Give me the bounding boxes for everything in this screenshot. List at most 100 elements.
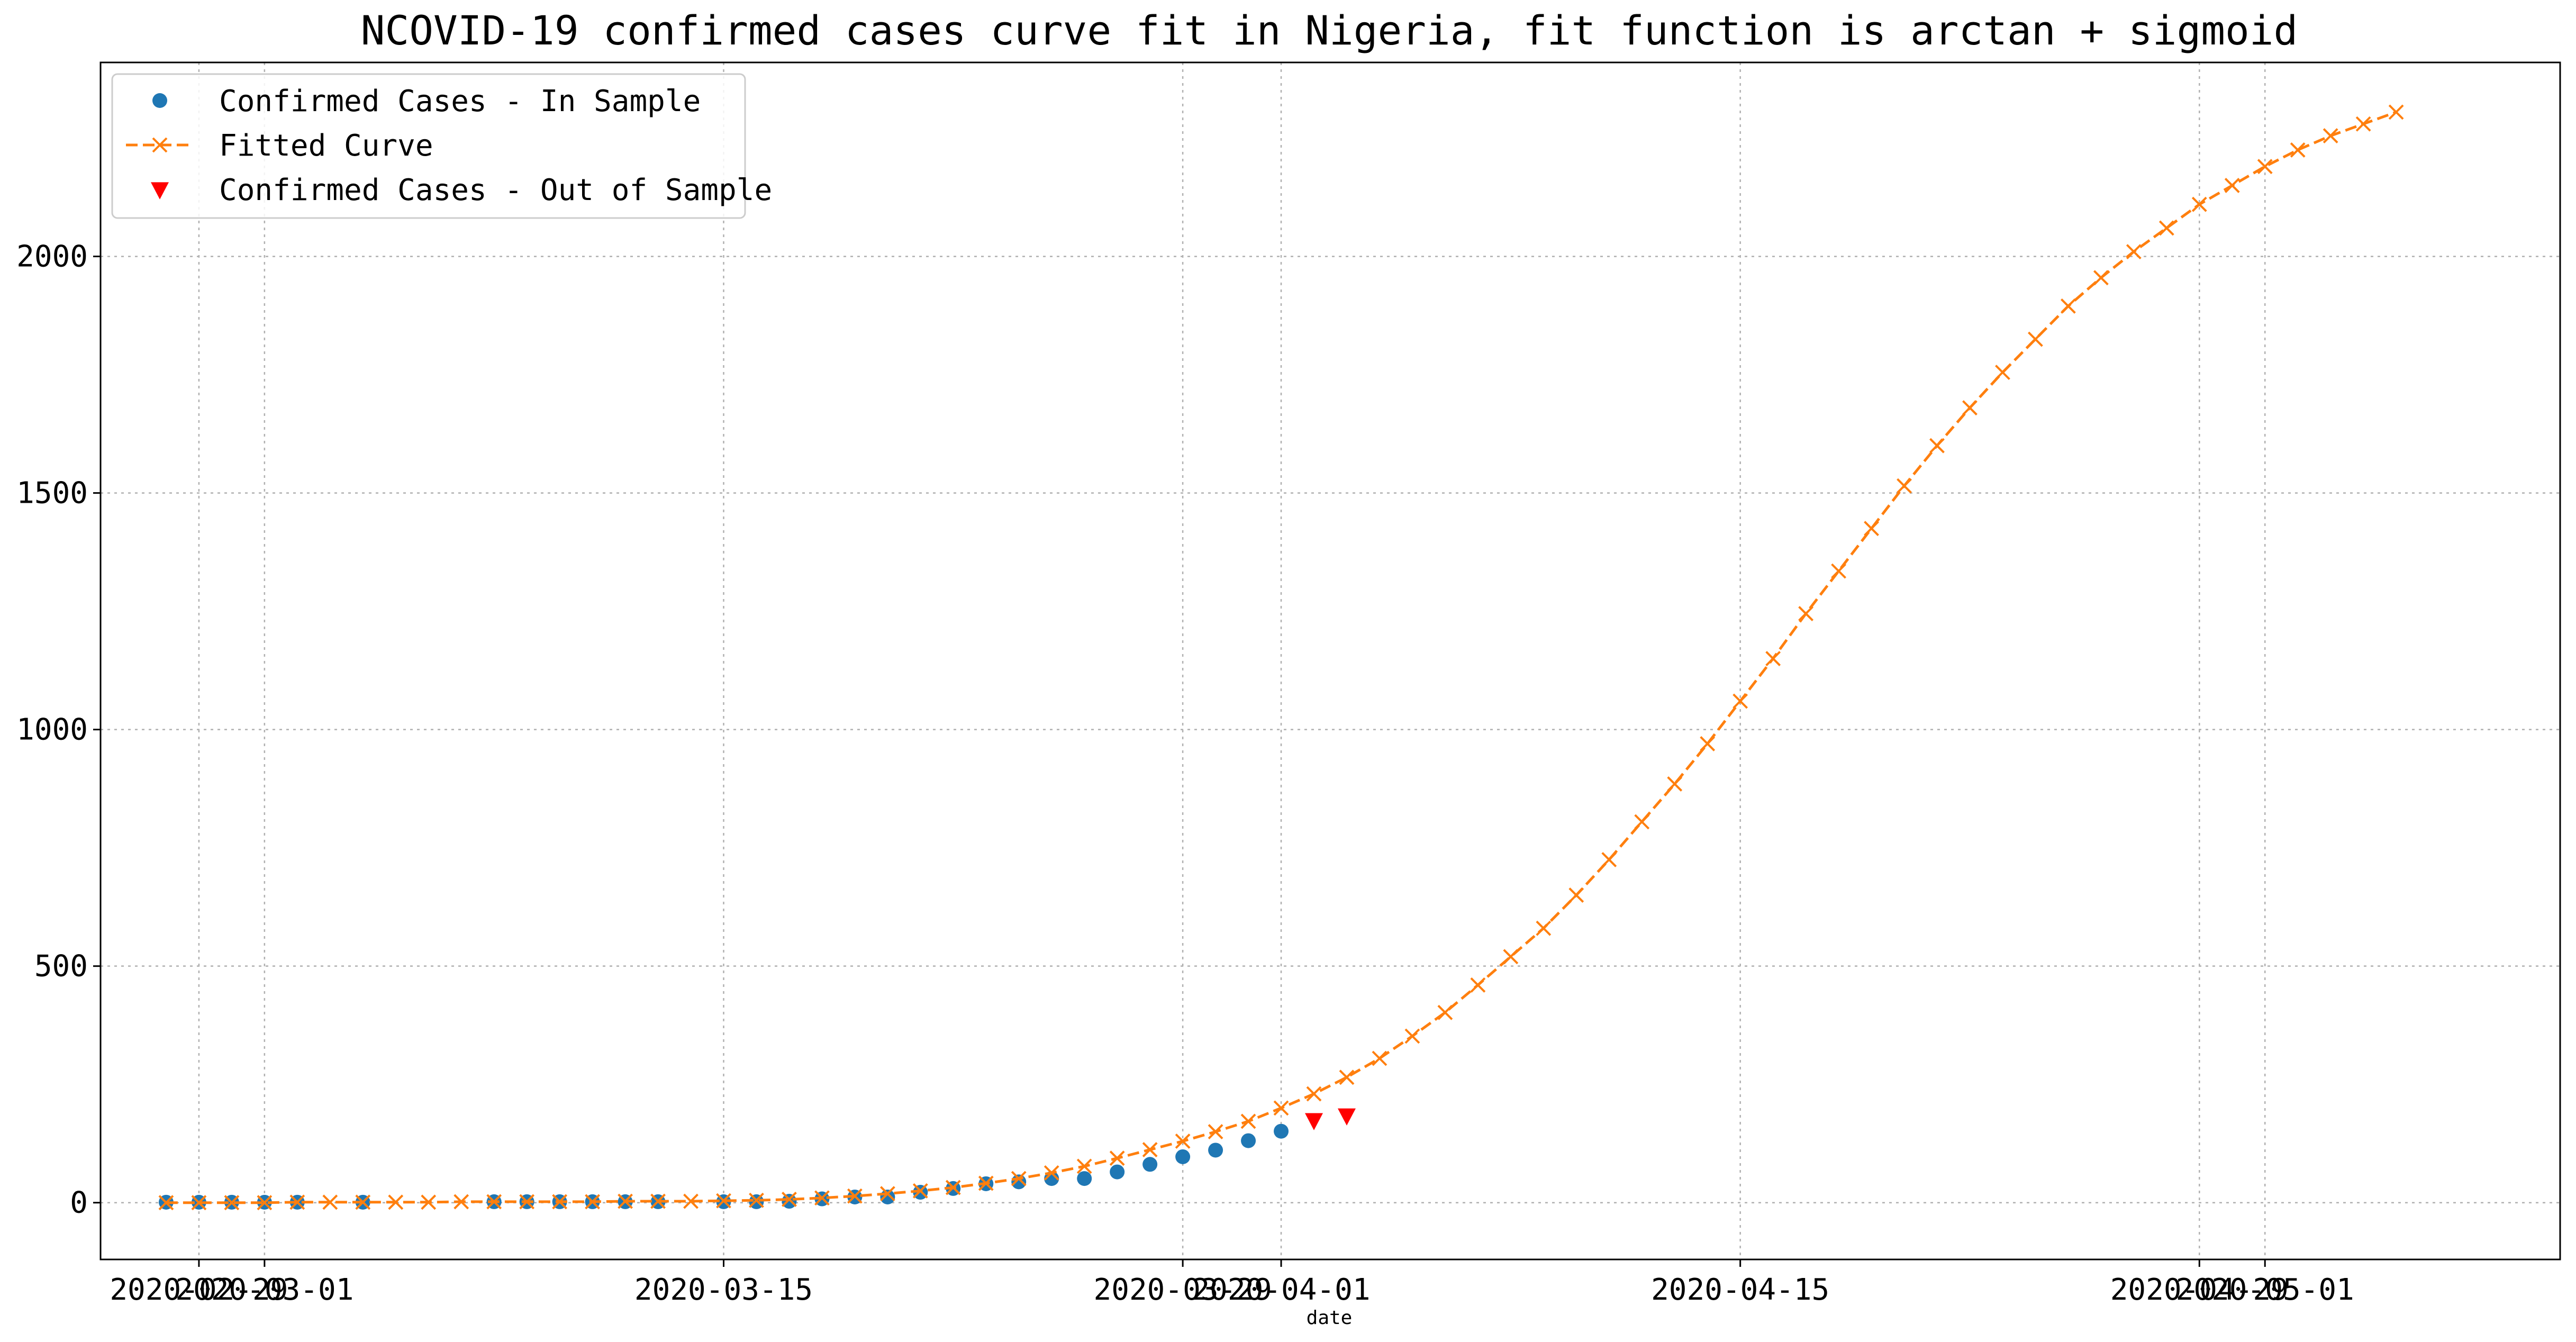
fitted-curve-marker <box>1044 1165 1059 1181</box>
fitted-curve-marker <box>2355 116 2371 132</box>
x-tick-label: 2020-04-29 <box>2110 1273 2289 1307</box>
legend: Confirmed Cases - In Sample Fitted Curve C… <box>111 73 772 219</box>
y-tick-label: 500 <box>34 949 88 984</box>
fitted-curve-marker <box>519 1194 535 1210</box>
series-out-of-sample <box>1305 1108 1356 1130</box>
fitted-curve-marker <box>1011 1171 1027 1186</box>
out-of-sample-point <box>1305 1113 1323 1130</box>
fitted-curve-marker <box>2191 196 2207 212</box>
in-sample-point <box>1274 1123 1289 1139</box>
fitted-curve-marker <box>1076 1158 1092 1174</box>
fitted-curve-marker <box>224 1195 240 1211</box>
legend-label: Fitted Curve <box>219 129 433 163</box>
y-tick-label: 2000 <box>16 240 88 274</box>
y-tick-label: 0 <box>70 1186 88 1220</box>
fitted-curve-marker <box>912 1183 928 1199</box>
x-tick-label: 2020-04-01 <box>1192 1273 1370 1307</box>
fitted-curve-marker <box>1175 1134 1191 1149</box>
x-tick-label: 2020-03-29 <box>1094 1273 1272 1307</box>
x-tick-label: 2020-03-15 <box>634 1273 813 1307</box>
fitted-curve-marker <box>1634 814 1650 830</box>
fitted-curve-marker <box>847 1188 863 1204</box>
fitted-curve-marker <box>1109 1150 1125 1166</box>
out-of-sample-point <box>1337 1108 1356 1126</box>
plot-series <box>158 104 2404 1211</box>
fitted-curve-marker <box>814 1190 830 1206</box>
legend-label: Confirmed Cases - In Sample <box>219 84 701 119</box>
fitted-curve-marker <box>421 1194 437 1210</box>
series-fitted-curve <box>158 104 2404 1211</box>
fitted-curve-marker <box>388 1194 404 1210</box>
fitted-curve-marker <box>1470 977 1486 993</box>
fitted-curve-marker <box>2224 178 2240 193</box>
fitted-curve-marker <box>1995 365 2010 380</box>
fitted-curve-marker <box>2060 298 2076 314</box>
fitted-curve-marker <box>1897 478 1912 494</box>
fitted-curve-marker <box>879 1186 895 1202</box>
fitted-curve-marker <box>1667 776 1683 792</box>
fitted-curve-marker <box>585 1194 601 1210</box>
fitted-curve-marker <box>650 1193 666 1209</box>
legend-label: Confirmed Cases - Out of Sample <box>219 173 772 207</box>
fitted-curve-marker <box>1503 949 1519 965</box>
fitted-curve-marker <box>1700 736 1716 751</box>
fitted-curve-marker <box>453 1194 469 1210</box>
fitted-curve-marker <box>1404 1028 1420 1044</box>
fitted-curve-marker <box>1568 887 1584 903</box>
legend-box <box>111 73 746 219</box>
plot-frame <box>99 61 2561 1261</box>
x-tick-label: 2020-04-15 <box>1651 1273 1829 1307</box>
fitted-curve-marker <box>552 1194 568 1210</box>
fitted-curve-marker <box>1798 606 1814 622</box>
in-sample-point <box>1208 1142 1223 1158</box>
fitted-curve-marker <box>1240 1113 1256 1129</box>
fitted-curve-marker <box>486 1194 502 1210</box>
in-sample-point <box>1142 1157 1158 1172</box>
fitted-curve-marker <box>1929 438 1945 454</box>
fitted-curve-marker <box>2028 331 2043 347</box>
in-sample-point <box>782 1194 797 1209</box>
fitted-curve-marker <box>2388 104 2404 120</box>
fitted-curve-marker <box>1733 693 1748 709</box>
fitted-curve-marker <box>257 1195 273 1211</box>
x-tick-label: 2020-03-01 <box>175 1273 353 1307</box>
fitted-curve-marker <box>2126 244 2142 260</box>
x-tick-label: 2020-02-29 <box>110 1273 288 1307</box>
legend-swatch-marker <box>152 137 168 153</box>
fitted-curve-marker <box>945 1180 961 1195</box>
fitted-curve-marker <box>618 1193 633 1209</box>
fitted-curve-marker <box>683 1193 699 1209</box>
fitted-curve-marker <box>1437 1004 1453 1020</box>
fitted-curve-marker <box>1864 521 1879 537</box>
fitted-curve-marker <box>1142 1142 1158 1157</box>
fitted-curve-marker <box>1372 1050 1387 1066</box>
fitted-curve-marker <box>1273 1100 1289 1116</box>
fitted-curve-marker <box>2290 142 2306 158</box>
x-tick-label: 2020-05-01 <box>2176 1273 2354 1307</box>
in-sample-point <box>1175 1149 1191 1164</box>
fitted-curve-marker <box>1601 852 1617 867</box>
fitted-curve-marker <box>2257 159 2273 175</box>
fitted-curve-marker <box>782 1192 797 1207</box>
fitted-curve-marker <box>1208 1124 1223 1140</box>
fitted-curve-marker <box>1765 651 1781 666</box>
x-axis-label: date <box>1307 1307 1353 1329</box>
fitted-curve-marker <box>322 1194 338 1210</box>
fitted-curve-marker <box>716 1193 731 1209</box>
in-sample-point <box>880 1189 895 1204</box>
legend-swatch <box>151 182 169 200</box>
fitted-curve-marker <box>2323 128 2338 143</box>
fitted-curve-marker <box>2158 220 2174 236</box>
chart-title: NCOVID-19 confirmed cases curve fit in N… <box>361 7 2298 54</box>
fitted-curve-marker <box>289 1194 305 1210</box>
in-sample-point <box>1011 1174 1027 1190</box>
fitted-curve-marker <box>355 1194 371 1210</box>
grid <box>101 62 2560 1259</box>
fitted-curve-marker <box>191 1195 207 1211</box>
fitted-curve-marker <box>1831 563 1847 579</box>
fitted-curve-marker <box>2093 270 2109 286</box>
fitted-curve-marker <box>1536 920 1552 936</box>
in-sample-point <box>1110 1164 1125 1180</box>
